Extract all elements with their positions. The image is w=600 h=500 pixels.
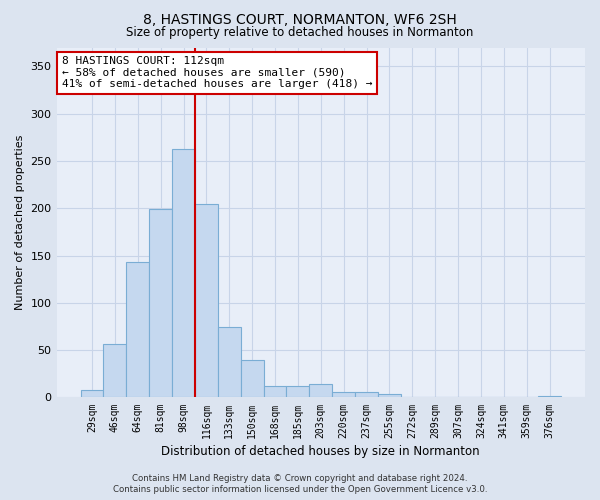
Bar xyxy=(538,396,561,398)
Bar xyxy=(332,392,355,398)
Bar xyxy=(286,386,310,398)
X-axis label: Distribution of detached houses by size in Normanton: Distribution of detached houses by size … xyxy=(161,444,480,458)
Bar xyxy=(195,204,218,398)
Bar xyxy=(127,262,149,398)
Bar xyxy=(103,344,127,398)
Text: Contains HM Land Registry data © Crown copyright and database right 2024.
Contai: Contains HM Land Registry data © Crown c… xyxy=(113,474,487,494)
Text: 8 HASTINGS COURT: 112sqm
← 58% of detached houses are smaller (590)
41% of semi-: 8 HASTINGS COURT: 112sqm ← 58% of detach… xyxy=(62,56,373,90)
Bar xyxy=(241,360,263,398)
Y-axis label: Number of detached properties: Number of detached properties xyxy=(15,135,25,310)
Bar xyxy=(310,384,332,398)
Bar xyxy=(263,386,286,398)
Bar xyxy=(149,209,172,398)
Text: Size of property relative to detached houses in Normanton: Size of property relative to detached ho… xyxy=(127,26,473,39)
Bar xyxy=(378,394,401,398)
Bar xyxy=(172,148,195,398)
Bar xyxy=(355,392,378,398)
Text: 8, HASTINGS COURT, NORMANTON, WF6 2SH: 8, HASTINGS COURT, NORMANTON, WF6 2SH xyxy=(143,12,457,26)
Bar xyxy=(80,390,103,398)
Bar xyxy=(218,326,241,398)
